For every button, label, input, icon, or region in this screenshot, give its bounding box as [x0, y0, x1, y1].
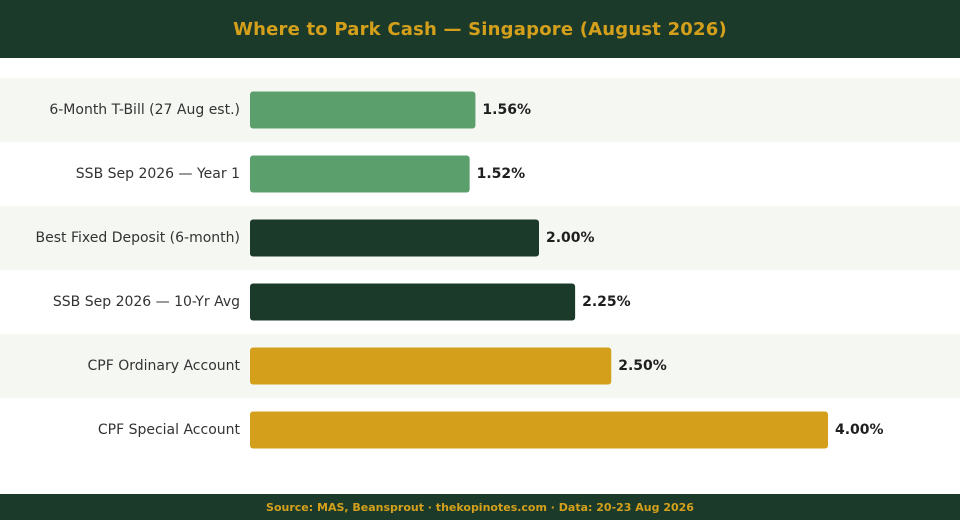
value-label: 2.25%	[582, 294, 631, 310]
value-label: 2.50%	[618, 358, 667, 374]
chart-footer: Source: MAS, Beansprout · thekopinotes.c…	[0, 494, 960, 520]
bar	[250, 283, 576, 321]
row-band	[0, 78, 960, 142]
category-label: CPF Special Account	[98, 422, 241, 438]
category-label: CPF Ordinary Account	[88, 358, 241, 374]
bar	[250, 219, 539, 257]
category-label: Best Fixed Deposit (6-month)	[36, 230, 240, 246]
category-label: SSB Sep 2026 — Year 1	[76, 166, 240, 182]
value-label: 2.00%	[546, 230, 595, 246]
bar	[250, 347, 612, 385]
chart-title: Where to Park Cash — Singapore (August 2…	[233, 18, 727, 40]
category-label: SSB Sep 2026 — 10-Yr Avg	[53, 294, 240, 310]
chart-header: Where to Park Cash — Singapore (August 2…	[0, 0, 960, 58]
bar-chart-svg: 6-Month T-Bill (27 Aug est.) 1.56% SSB Sep…	[0, 78, 960, 449]
source-note: Source: MAS, Beansprout · thekopinotes.c…	[266, 500, 694, 514]
bar-chart: 6-Month T-Bill (27 Aug est.) 1.56% SSB Sep…	[0, 78, 960, 462]
value-label: 1.52%	[477, 166, 526, 182]
bar	[250, 411, 828, 449]
bar	[250, 91, 476, 129]
value-label: 1.56%	[482, 102, 531, 118]
category-label: 6-Month T-Bill (27 Aug est.)	[49, 102, 240, 118]
bar	[250, 155, 470, 193]
value-label: 4.00%	[835, 422, 884, 438]
